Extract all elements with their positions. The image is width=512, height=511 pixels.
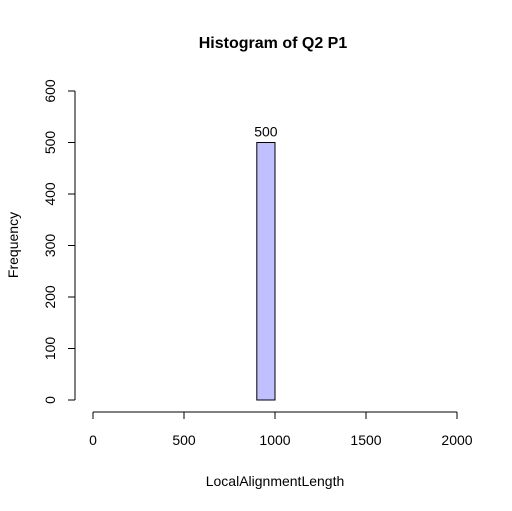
data-labels: 500	[254, 124, 278, 140]
x-tick-label: 1000	[259, 432, 290, 448]
histogram-bar	[256, 142, 276, 401]
y-tick-label: 100	[42, 337, 58, 361]
y-axis-label: Frequency	[5, 212, 21, 278]
x-axis-label: LocalAlignmentLength	[206, 473, 345, 489]
x-tick-label: 1500	[350, 432, 381, 448]
bar-count-label: 500	[254, 124, 278, 140]
y-tick-label: 300	[42, 234, 58, 258]
y-tick-label: 400	[42, 182, 58, 206]
histogram-bars	[256, 142, 276, 401]
x-tick-label: 0	[89, 432, 97, 448]
y-tick-label: 500	[42, 131, 58, 155]
y-tick-label: 200	[42, 285, 58, 309]
y-tick-label: 600	[42, 79, 58, 103]
x-axis: 0 500 1000 1500 2000	[89, 411, 473, 448]
y-axis: 0 100 200 300 400 500 600	[42, 79, 76, 404]
x-tick-label: 2000	[441, 432, 472, 448]
y-tick-label: 0	[42, 396, 58, 404]
chart-title: Histogram of Q2 P1	[199, 35, 348, 52]
x-tick-label: 500	[172, 432, 196, 448]
